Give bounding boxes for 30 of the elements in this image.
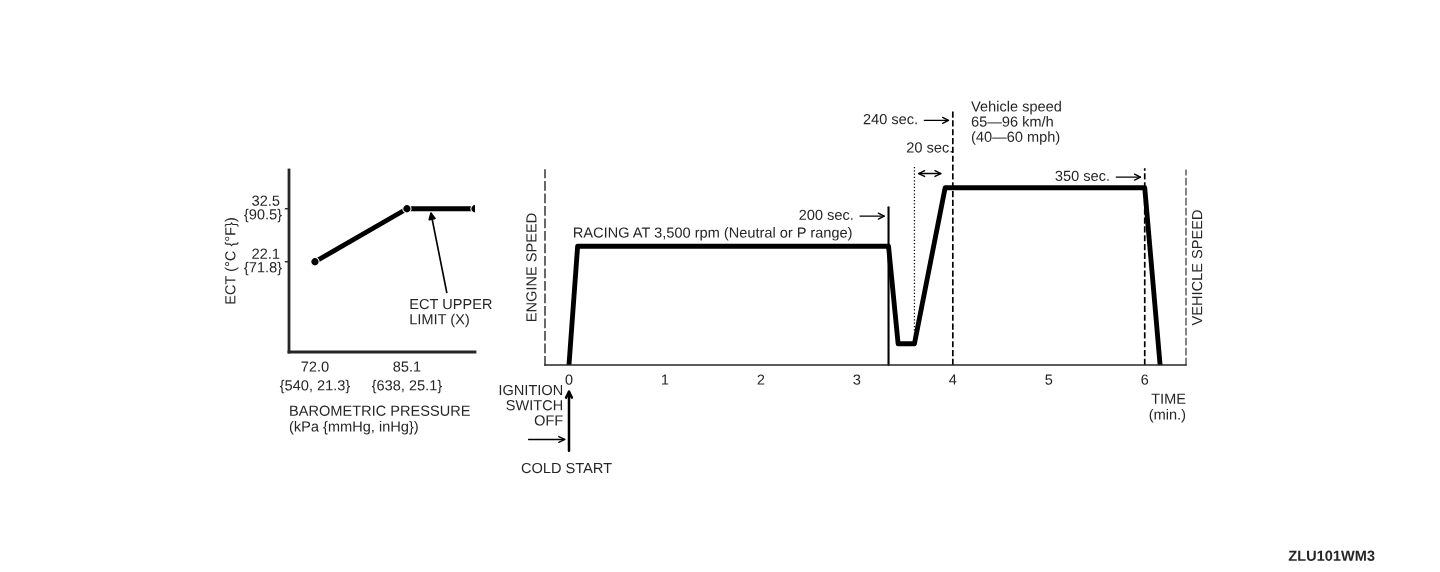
x-tick-label: 4 bbox=[949, 374, 957, 385]
x-axis-title: TIME (min.) bbox=[1149, 393, 1186, 423]
x-tick-label: 1 bbox=[662, 374, 669, 385]
x-axis-title: BAROMETRIC PRESSURE (kPa {mmHg, inHg}) bbox=[289, 405, 470, 435]
ref-line-label: 350 sec. bbox=[1055, 170, 1109, 182]
y2-tick-label: {71.8} bbox=[244, 261, 282, 276]
x-tick-label: 85.1 bbox=[393, 361, 421, 372]
y2-tick-label: {90.5} bbox=[244, 208, 282, 223]
y-tick-label: 32.5 bbox=[252, 195, 280, 206]
ref-line-label: 20 sec. bbox=[907, 142, 952, 153]
x-tick-label: 3 bbox=[853, 374, 861, 385]
y-axis-title: ENGINE SPEED bbox=[526, 213, 537, 322]
y2-axis-title: VEHICLE SPEED bbox=[1191, 210, 1203, 326]
text: IGNITION SWITCH OFF bbox=[499, 384, 563, 426]
text: COLD START bbox=[521, 462, 612, 474]
ref-line-label: 200 sec. bbox=[799, 209, 853, 221]
ref-line-label: 240 sec. bbox=[863, 113, 917, 125]
annotation: RACING AT 3,500 rpm (Neutral or P range) bbox=[574, 227, 852, 241]
x-tick-label: 2 bbox=[757, 374, 765, 385]
x-tick-label: 5 bbox=[1045, 374, 1053, 385]
text: {638, 25.1} bbox=[371, 379, 442, 394]
x-tick-label: 72.0 bbox=[301, 361, 329, 372]
text: ZLU101WM3 bbox=[1288, 550, 1375, 561]
annotation: ECT UPPER LIMIT (X) bbox=[410, 298, 492, 328]
x-tick-label: 0 bbox=[565, 374, 573, 385]
x-tick-label: 6 bbox=[1141, 374, 1149, 385]
y-tick-label: 22.1 bbox=[252, 248, 280, 259]
text: Vehicle speed 65—96 km/h (40—60 mph) bbox=[971, 100, 1061, 145]
text: {540, 21.3} bbox=[279, 379, 350, 394]
y2-axis-title: ECT (°C {°F}) bbox=[224, 218, 239, 304]
